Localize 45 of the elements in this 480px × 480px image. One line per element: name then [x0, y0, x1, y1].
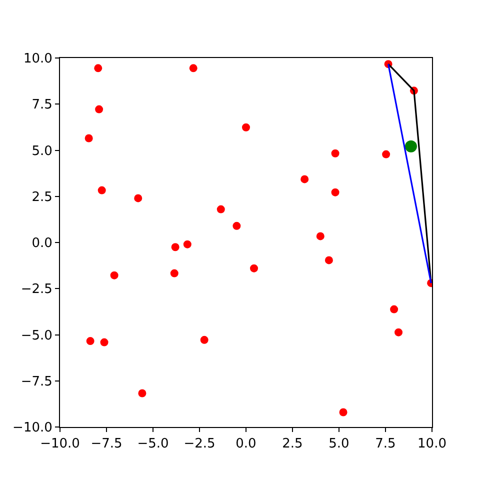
- point: [324, 256, 333, 264]
- point: [382, 150, 390, 158]
- y-tick-label: 2.5: [32, 190, 52, 205]
- point: [95, 105, 104, 114]
- x-tick-label: −7.5: [90, 436, 122, 452]
- x-tick-label: 7.5: [375, 436, 396, 452]
- y-tick-label: −10.0: [12, 420, 52, 436]
- point: [331, 188, 340, 196]
- point: [394, 328, 403, 336]
- y-tick-label: 0.0: [32, 236, 52, 252]
- x-tick-label: −2.5: [184, 436, 216, 452]
- point: [183, 240, 192, 248]
- point: [98, 186, 106, 194]
- y-tick-label: 5.0: [32, 144, 52, 159]
- y-tick-label: 7.5: [32, 98, 52, 113]
- point: [200, 336, 208, 344]
- x-tick-label: 10.0: [418, 436, 446, 452]
- point: [170, 269, 178, 278]
- y-tick-label: −2.5: [20, 282, 52, 298]
- y-tick-label: −5.0: [20, 328, 52, 344]
- point: [100, 338, 108, 346]
- point: [84, 134, 93, 142]
- point: [404, 140, 417, 152]
- point: [189, 64, 198, 72]
- point: [242, 123, 250, 132]
- x-tick-label: 0.0: [236, 436, 256, 452]
- point: [138, 389, 146, 398]
- x-tick-label: 5.0: [328, 436, 350, 452]
- point: [232, 222, 241, 230]
- point: [86, 337, 94, 346]
- point: [110, 271, 118, 280]
- point: [250, 264, 258, 272]
- point: [390, 305, 398, 314]
- point: [300, 175, 309, 184]
- x-tick-label: −5.0: [137, 436, 169, 452]
- y-tick-label: 10.0: [23, 52, 52, 67]
- point: [316, 232, 324, 240]
- y-tick-label: −7.5: [20, 374, 52, 390]
- point: [339, 408, 348, 416]
- point: [134, 194, 142, 202]
- point: [216, 205, 225, 214]
- point: [171, 243, 180, 252]
- x-tick-label: 2.5: [282, 436, 303, 452]
- point: [94, 64, 102, 72]
- point: [331, 149, 340, 158]
